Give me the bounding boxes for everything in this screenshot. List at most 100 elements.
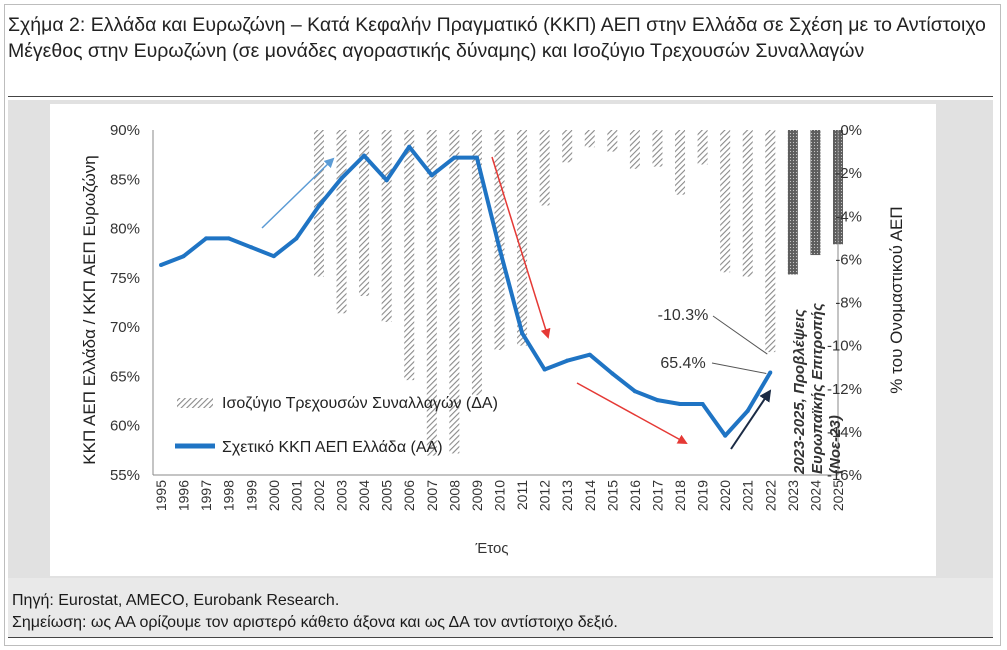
line-point-2022 <box>768 370 773 375</box>
line-point-2009 <box>474 155 479 160</box>
line-point-2020 <box>723 433 728 438</box>
x-tick-label: 2005 <box>379 480 395 511</box>
line-point-2002 <box>316 203 321 208</box>
bar-2014 <box>584 130 595 148</box>
x-tick-label: 1995 <box>153 480 169 511</box>
x-tick-label: 2014 <box>582 480 598 511</box>
bar-2016 <box>629 130 640 169</box>
line-series-layer <box>159 144 773 438</box>
source-note: Πηγή: Eurostat, AMECO, Eurobank Research… <box>12 592 340 609</box>
line-point-2021 <box>745 408 750 413</box>
axes-layer: 55%60%65%70%75%80%85%90% 0%-2%-4%-6%-8%-1… <box>80 122 906 557</box>
arrow-drop <box>491 156 551 339</box>
bar-2020 <box>720 130 731 273</box>
bar-2010 <box>494 130 505 350</box>
x-tick-label: 2020 <box>717 480 733 511</box>
legend: Ισοζύγιο Τρεχουσών Συναλλαγών (ΔΑ) Σχετι… <box>175 395 498 456</box>
title-rule <box>8 96 993 97</box>
line-point-2005 <box>384 178 389 183</box>
x-tick-label: 2015 <box>604 480 620 511</box>
legend-label-line: Σχετικό ΚΚΠ ΑΕΠ Ελλάδα (ΑΑ) <box>222 439 443 456</box>
x-tick-label: 1997 <box>198 480 214 511</box>
left-tick-label: 55% <box>110 467 140 484</box>
bar-2019 <box>697 130 708 165</box>
left-tick-label: 85% <box>110 171 140 188</box>
line-point-2001 <box>294 236 299 241</box>
bar-2007 <box>426 130 437 456</box>
left-tick-label: 65% <box>110 368 140 385</box>
line-point-2019 <box>700 402 705 407</box>
x-tick-label: 2012 <box>537 480 553 511</box>
line-point-2014 <box>587 352 592 357</box>
line-callout: 65.4% <box>660 355 705 372</box>
bar-2006 <box>404 130 415 381</box>
bar-2012 <box>539 130 550 206</box>
forecast-label-line: Ευρωπαϊκής Επιτροπής <box>809 303 826 474</box>
line-callout-leader <box>711 362 767 374</box>
line-point-1996 <box>181 254 186 259</box>
line-point-2017 <box>655 398 660 403</box>
left-tick-label: 90% <box>110 122 140 139</box>
left-axis-title: ΚΚΠ ΑΕΠ Ελλάδα / ΚΚΠ ΑΕΠ Ευρωζώνη <box>80 155 99 464</box>
legend-swatch-bars <box>177 398 213 408</box>
bar-callout: -10.3% <box>658 307 709 324</box>
bar-2011 <box>517 130 528 346</box>
x-tick-label: 2023 <box>785 480 801 511</box>
line-point-2013 <box>565 358 570 363</box>
figure-title: Σχήμα 2: Ελλάδα και Ευρωζώνη – Κατά Κεφα… <box>8 14 986 62</box>
x-tick-label: 2002 <box>311 480 327 511</box>
bar-2015 <box>607 130 618 152</box>
x-tick-label: 2011 <box>514 480 530 510</box>
bar-2009 <box>471 130 482 396</box>
line-point-2011 <box>520 331 525 336</box>
line-point-1998 <box>226 236 231 241</box>
line-point-2003 <box>339 176 344 181</box>
line-path <box>160 144 773 438</box>
bottom-rule <box>8 637 993 638</box>
annotations-layer: -10.3% 65.4% 2023-2025, Προβλέψεις Ευρωπαϊκ… <box>261 156 844 475</box>
line-point-2008 <box>452 155 457 160</box>
x-tick-label: 2007 <box>424 480 440 511</box>
line-point-1997 <box>204 236 209 241</box>
x-tick-label: 1999 <box>243 480 259 511</box>
bar-2024 <box>810 130 821 256</box>
x-tick-label: 2008 <box>446 480 462 511</box>
line-point-2000 <box>271 254 276 259</box>
bar-callout-leader <box>712 315 768 355</box>
bar-2013 <box>562 130 573 163</box>
x-tick-label: 2006 <box>401 480 417 511</box>
right-tick-label: -4% <box>835 208 862 225</box>
notes-panel <box>8 578 993 638</box>
x-tick-label: 2001 <box>288 480 304 511</box>
x-axis-title: Έτος <box>474 540 508 557</box>
left-tick-label: 80% <box>110 221 140 238</box>
x-tick-label: 1996 <box>176 480 192 511</box>
x-tick-label: 2025 <box>830 480 846 511</box>
bar-2018 <box>675 130 686 195</box>
line-point-1995 <box>159 263 163 268</box>
line-point-2004 <box>362 153 367 158</box>
x-tick-label: 2013 <box>559 480 575 511</box>
footnote: Σημείωση: ως ΑΑ ορίζουμε τον αριστερό κά… <box>12 614 618 631</box>
legend-label-bars: Ισοζύγιο Τρεχουσών Συναλλαγών (ΔΑ) <box>222 395 498 412</box>
left-tick-label: 70% <box>110 319 140 336</box>
bar-2008 <box>449 130 460 454</box>
x-tick-label: 2024 <box>807 480 823 511</box>
forecast-label-line: (Νοε-23) <box>827 415 844 474</box>
right-tick-label: 0% <box>840 122 862 139</box>
arrow-recovery <box>730 389 772 450</box>
left-tick-label: 60% <box>110 418 140 435</box>
right-tick-label: -2% <box>835 165 862 182</box>
forecast-label-line: 2023-2025, Προβλέψεις <box>791 309 808 475</box>
line-point-2015 <box>610 371 615 376</box>
bar-2021 <box>742 130 753 277</box>
line-point-2012 <box>542 367 547 372</box>
line-point-2016 <box>632 389 637 394</box>
line-point-1999 <box>249 245 254 250</box>
left-tick-label: 75% <box>110 270 140 287</box>
right-tick-label: -12% <box>827 381 862 398</box>
bar-2022 <box>765 130 776 353</box>
right-tick-label: -10% <box>827 338 862 355</box>
x-tick-label: 2018 <box>672 480 688 511</box>
